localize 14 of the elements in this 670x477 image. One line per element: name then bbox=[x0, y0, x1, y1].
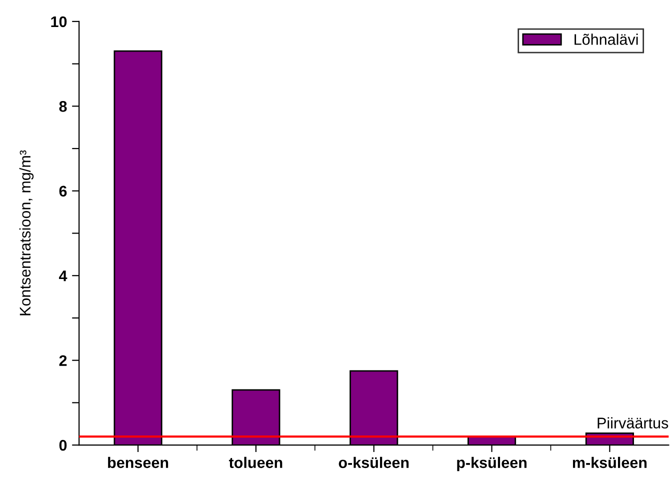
y-axis-title: Kontsentratsioon, mg/m³ bbox=[19, 150, 34, 316]
x-tick-label: m-ksüleen bbox=[572, 456, 647, 468]
ref-line-label: Piirväärtus bbox=[598, 417, 668, 428]
x-tick-label: o-ksüleen bbox=[338, 456, 409, 468]
y-tick-label: 8 bbox=[59, 101, 67, 112]
y-tick-label: 0 bbox=[59, 440, 67, 451]
x-tick-label: p-ksüleen bbox=[457, 456, 526, 472]
legend-label: Lõhnalävi bbox=[574, 34, 638, 45]
x-tick-label: benseen bbox=[108, 456, 168, 468]
y-tick-label: 10 bbox=[51, 16, 67, 28]
y-tick-label: 6 bbox=[59, 186, 67, 197]
y-tick-label: 2 bbox=[59, 355, 67, 366]
x-tick-label: tolueen bbox=[228, 456, 282, 468]
y-tick-label: 4 bbox=[58, 270, 68, 282]
